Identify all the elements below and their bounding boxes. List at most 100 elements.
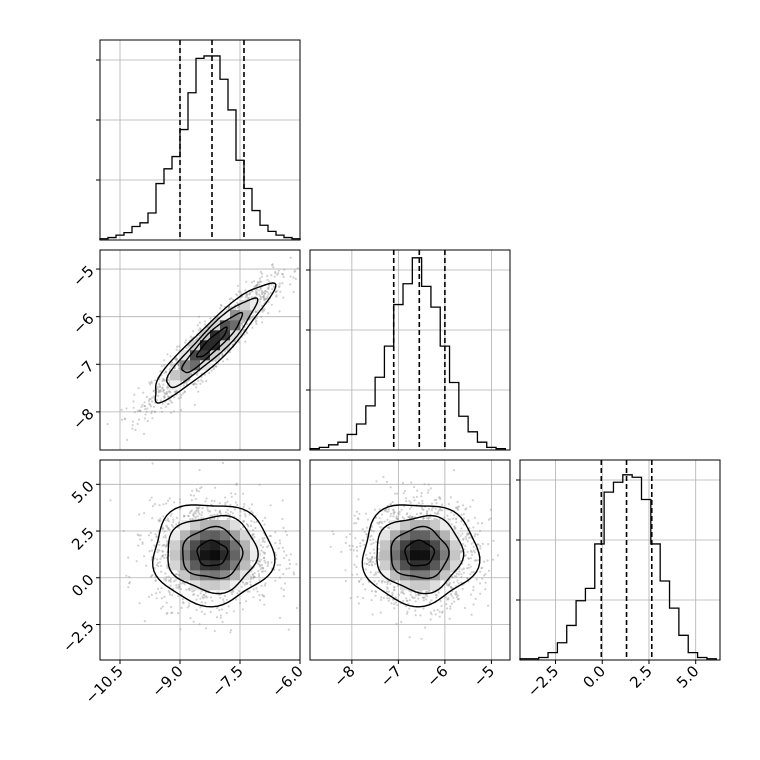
scatter-point [226, 508, 229, 511]
scatter-point [371, 564, 374, 567]
scatter-point [400, 508, 403, 511]
scatter-point [158, 384, 161, 387]
panel-hist-p0 [96, 39, 301, 241]
scatter-point [263, 552, 266, 555]
scatter-point [135, 560, 138, 563]
scatter-point [288, 567, 291, 570]
scatter-point [352, 549, 355, 552]
scatter-point [251, 290, 254, 293]
scatter-point [253, 285, 256, 288]
scatter-point [248, 507, 251, 510]
density-cell [190, 560, 201, 571]
scatter-point [446, 583, 449, 587]
scatter-point [160, 607, 163, 610]
scatter-point [262, 295, 265, 298]
scatter-point [175, 586, 178, 589]
scatter-point [267, 301, 270, 304]
scatter-point [270, 283, 273, 286]
scatter-point [455, 592, 458, 595]
scatter-point [353, 563, 356, 566]
scatter-point [267, 293, 270, 296]
scatter-point [458, 570, 461, 573]
scatter-point [252, 575, 255, 578]
scatter-point [263, 595, 266, 598]
scatter-point [164, 534, 167, 537]
scatter-point [419, 512, 422, 515]
scatter-point [160, 564, 163, 568]
scatter-point [153, 410, 156, 413]
scatter-point [165, 370, 168, 373]
scatter-point [201, 380, 204, 383]
scatter-point [455, 593, 458, 597]
scatter-point [200, 379, 203, 382]
scatter-point [234, 307, 237, 310]
scatter-point [202, 593, 205, 596]
scatter-point [161, 386, 164, 389]
scatter-point [285, 554, 288, 557]
scatter-point [264, 570, 267, 573]
scatter-point [467, 532, 470, 535]
scatter-point [369, 559, 372, 562]
scatter-point [271, 264, 274, 267]
scatter-point [200, 486, 203, 489]
scatter-point [396, 512, 400, 515]
scatter-point [401, 481, 405, 484]
scatter-point [439, 599, 442, 603]
scatter-point [472, 603, 475, 606]
density-cell [180, 540, 191, 551]
scatter-point [433, 609, 436, 612]
scatter-point [374, 562, 377, 566]
scatter-point [474, 597, 477, 601]
scatter-point [249, 291, 252, 294]
scatter-point [175, 523, 178, 526]
panel-background [310, 250, 510, 450]
scatter-point [362, 596, 365, 600]
scatter-point [163, 595, 166, 599]
scatter-point [250, 503, 254, 506]
scatter-point [411, 595, 414, 599]
scatter-point [450, 602, 453, 605]
density-cell [230, 540, 241, 551]
density-cell [230, 570, 241, 581]
scatter-point [158, 382, 161, 386]
scatter-point [369, 552, 372, 555]
scatter-point [278, 285, 281, 288]
scatter-point [405, 612, 408, 615]
scatter-point [245, 523, 248, 526]
scatter-point [141, 542, 144, 545]
scatter-point [210, 499, 213, 502]
scatter-point [165, 502, 168, 505]
scatter-point [167, 385, 170, 388]
scatter-point [386, 597, 389, 600]
panel-border [309, 249, 511, 451]
scatter-point [452, 596, 455, 599]
scatter-point [169, 577, 172, 580]
scatter-point [466, 577, 469, 580]
density-cell [210, 550, 221, 561]
scatter-point [266, 287, 269, 290]
density-cell [200, 340, 211, 351]
scatter-point [429, 618, 432, 621]
scatter-point [401, 591, 405, 594]
scatter-point [164, 405, 167, 408]
scatter-point [258, 574, 261, 578]
scatter-point [255, 293, 258, 296]
scatter-point [406, 610, 409, 614]
scatter-point [450, 570, 453, 573]
scatter-point [344, 541, 347, 545]
scatter-point [254, 310, 257, 313]
scatter-point [156, 562, 159, 565]
scatter-point [171, 594, 174, 597]
scatter-point [203, 320, 206, 323]
scatter-point [433, 499, 436, 502]
scatter-point [388, 526, 391, 529]
scatter-point [243, 583, 246, 586]
scatter-point [152, 390, 155, 393]
scatter-point [356, 517, 359, 520]
scatter-point [464, 544, 467, 548]
scatter-point [266, 278, 269, 281]
scatter-point [228, 298, 231, 301]
scatter-point [197, 329, 200, 332]
scatter-point [438, 496, 441, 499]
scatter-point [386, 581, 389, 584]
